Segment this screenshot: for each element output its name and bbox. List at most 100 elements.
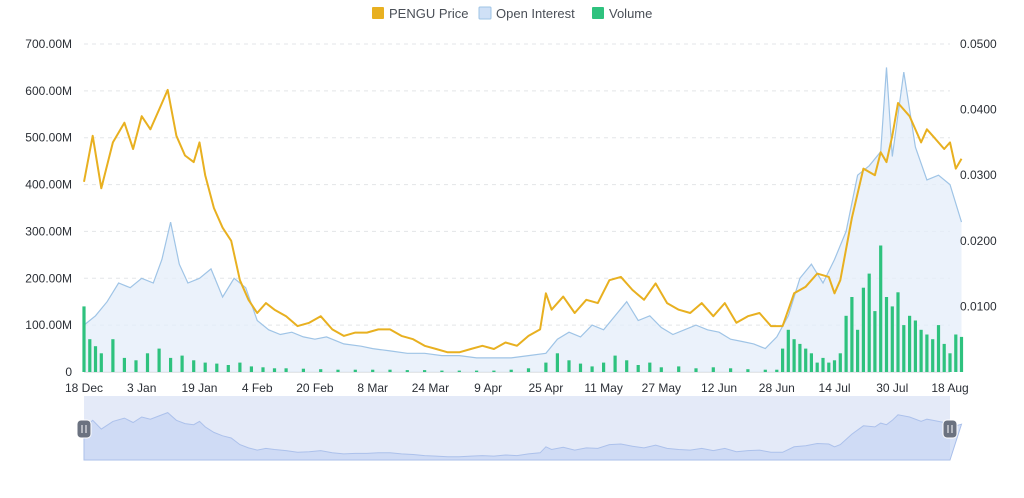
x-tick-label: 14 Jul — [819, 381, 851, 395]
volume-bar — [336, 369, 340, 372]
legend-item[interactable]: Volume — [592, 6, 652, 21]
y-right-tick-label: 0.0200 — [960, 234, 997, 248]
volume-bar — [440, 370, 444, 372]
legend-label: Volume — [609, 6, 652, 21]
navigator-right-handle[interactable] — [942, 419, 958, 439]
volume-bar — [492, 370, 496, 372]
volume-bar — [636, 365, 640, 372]
volume-bar — [319, 369, 323, 372]
y-axis-right: 0.0100 0.0200 0.0300 0.0400 0.0500 — [960, 37, 997, 313]
x-tick-label: 18 Aug — [931, 381, 968, 395]
x-tick-label: 30 Jul — [876, 381, 908, 395]
volume-bar — [272, 368, 277, 372]
y-left-tick-label: 300.00M — [25, 224, 72, 238]
volume-bar — [850, 297, 854, 372]
volume-bar — [578, 363, 583, 372]
volume-bar — [677, 366, 681, 372]
legend[interactable]: PENGU Price Open Interest Volume — [372, 6, 652, 21]
volume-bar — [879, 245, 883, 372]
x-tick-label: 4 Feb — [242, 381, 273, 395]
y-left-tick-label: 0 — [65, 365, 72, 379]
volume-bar — [867, 273, 871, 372]
volume-bar — [827, 362, 831, 372]
volume-bar — [844, 315, 848, 372]
volume-bar — [93, 346, 98, 372]
x-tick-label: 18 Dec — [65, 381, 103, 395]
volume-bar — [925, 334, 929, 372]
volume-bar — [815, 362, 819, 372]
volume-bar — [353, 369, 357, 372]
volume-bar — [884, 297, 889, 372]
y-left-tick-label: 200.00M — [25, 271, 72, 285]
volume-bar — [763, 369, 767, 372]
legend-swatch — [478, 6, 492, 20]
handle-grip[interactable] — [942, 419, 958, 439]
volume-bar — [942, 343, 946, 372]
volume-bar — [804, 348, 808, 372]
volume-bar — [746, 369, 750, 372]
volume-bar — [832, 360, 837, 372]
y-axis-left: 0 100.00M 200.00M 300.00M 400.00M 500.00M 600.… — [25, 37, 72, 379]
y-left-tick-label: 500.00M — [25, 131, 72, 145]
y-right-tick-label: 0.0300 — [960, 168, 997, 182]
y-right-tick-label: 0.0100 — [960, 299, 997, 313]
legend-item[interactable]: PENGU Price — [372, 6, 468, 21]
volume-bars-layer — [82, 245, 964, 372]
volume-bar — [567, 360, 571, 372]
open-interest-area-layer — [83, 67, 963, 373]
volume-bar — [890, 306, 894, 372]
volume-bar — [544, 362, 548, 372]
volume-bar — [475, 370, 479, 372]
legend-label: PENGU Price — [389, 6, 468, 21]
x-tick-label: 19 Jan — [181, 381, 217, 395]
volume-bar — [590, 366, 594, 372]
volume-bar — [711, 367, 715, 372]
y-left-tick-label: 100.00M — [25, 318, 72, 332]
volume-bar — [82, 306, 86, 372]
volume-bar — [798, 343, 802, 372]
x-tick-label: 11 May — [584, 381, 622, 395]
x-tick-label: 3 Jan — [127, 381, 156, 395]
volume-bar — [423, 370, 427, 372]
y-left-tick-label: 600.00M — [25, 84, 72, 98]
volume-bar — [145, 353, 150, 372]
navigator-left-handle[interactable] — [76, 419, 92, 439]
volume-bar — [238, 362, 242, 372]
volume-bar — [919, 329, 923, 372]
x-tick-label: 9 Apr — [474, 381, 502, 395]
volume-bar — [838, 353, 842, 372]
volume-bar — [111, 339, 115, 372]
legend-item[interactable]: Open Interest — [478, 6, 575, 21]
open-interest-line — [83, 67, 963, 359]
volume-bar — [134, 360, 138, 372]
legend-label: Open Interest — [496, 6, 575, 21]
volume-bar — [792, 339, 796, 372]
volume-bar — [526, 368, 531, 372]
volume-bar — [371, 369, 375, 372]
handle-grip[interactable] — [76, 419, 92, 439]
volume-bar — [913, 320, 917, 372]
volume-bar — [261, 367, 265, 372]
volume-bar — [781, 348, 785, 372]
volume-bar — [873, 311, 877, 372]
volume-bar — [284, 368, 288, 372]
x-tick-label: 25 Apr — [529, 381, 564, 395]
volume-bar — [122, 357, 126, 372]
x-tick-label: 20 Feb — [296, 381, 334, 395]
volume-bar — [625, 360, 629, 372]
volume-bar — [99, 353, 103, 372]
volume-bar — [648, 362, 652, 372]
legend-swatch — [592, 7, 604, 19]
volume-bar — [856, 329, 860, 372]
range-navigator[interactable] — [76, 396, 963, 461]
volume-bar — [555, 353, 559, 372]
volume-bar — [861, 287, 865, 372]
navigator-selection[interactable] — [84, 396, 950, 460]
volume-bar — [457, 370, 461, 372]
volume-bar — [226, 365, 230, 372]
price-line — [83, 88, 963, 354]
volume-bar — [775, 369, 779, 372]
volume-bar — [821, 357, 825, 372]
